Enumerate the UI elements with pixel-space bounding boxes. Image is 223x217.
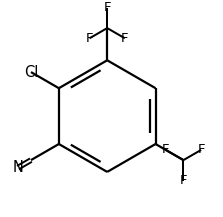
Text: F: F <box>180 174 187 187</box>
Text: F: F <box>103 1 111 14</box>
Text: F: F <box>162 143 169 156</box>
Text: Cl: Cl <box>24 65 38 80</box>
Text: F: F <box>86 32 93 45</box>
Text: N: N <box>12 160 23 175</box>
Text: F: F <box>121 32 129 45</box>
Text: F: F <box>197 143 205 156</box>
